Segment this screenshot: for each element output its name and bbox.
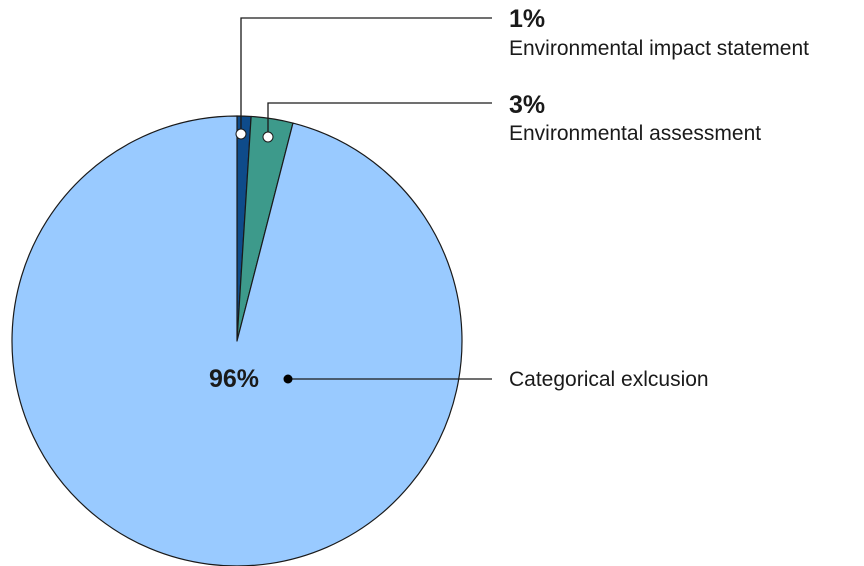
leader-lines (240, 17, 492, 380)
slice-labels: 1% Environmental impact statement 3% Env… (209, 5, 809, 393)
slice-markers (235, 128, 293, 384)
slice-marker-environmental-assessment (262, 131, 274, 143)
pie-slices (11, 115, 463, 566)
slice-marker-categorical-exclusion (283, 374, 293, 384)
slice-label-categorical-exclusion: Categorical exlcusion (509, 368, 709, 391)
value-label-environmental-assessment: 3% (509, 91, 545, 119)
value-label-environmental-impact-statement: 1% (509, 5, 545, 33)
pie-slice-categorical-exlcusion (11, 115, 463, 566)
leader-line-environmental-assessment (267, 102, 492, 137)
slice-label-environmental-assessment: Environmental assessment (509, 122, 761, 145)
slice-marker-environmental-impact-statement (235, 128, 247, 140)
slice-label-environmental-impact-statement: Environmental impact statement (509, 37, 809, 60)
leader-line-environmental-impact-statement (240, 17, 492, 134)
value-label-categorical-exclusion: 96% (209, 365, 259, 393)
